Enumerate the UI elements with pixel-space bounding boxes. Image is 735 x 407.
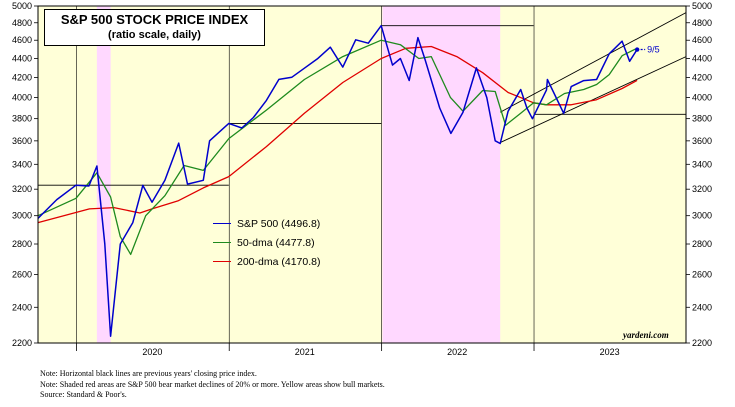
y-tick-label-right-4000: 4000: [692, 93, 712, 103]
y-tick-label-right-3200: 3200: [692, 184, 712, 194]
y-tick-label-left-4600: 4600: [12, 35, 32, 45]
legend-item-200dma: 200-dma (4170.8): [213, 252, 320, 271]
x-tick-label-2020: 2020: [142, 347, 162, 357]
y-tick-label-right-2800: 2800: [692, 239, 712, 249]
chart-title-line1: S&P 500 STOCK PRICE INDEX: [60, 12, 249, 27]
y-tick-label-left-3200: 3200: [12, 184, 32, 194]
y-tick-label-left-2400: 2400: [12, 302, 32, 312]
x-tick-label-2022: 2022: [447, 347, 467, 357]
chart-title-line2: (ratio scale, daily): [108, 29, 201, 41]
y-tick-label-right-3000: 3000: [692, 211, 712, 221]
y-tick-label-left-4200: 4200: [12, 73, 32, 83]
y-tick-label-right-4600: 4600: [692, 35, 712, 45]
chart-title: S&P 500 STOCK PRICE INDEX (ratio scale, …: [44, 9, 265, 46]
legend-swatch-200dma: [213, 261, 231, 262]
note-line-1: Note: Horizontal black lines are previou…: [40, 369, 257, 378]
legend-label-sp500: S&P 500 (4496.8): [237, 217, 321, 230]
y-tick-label-left-2800: 2800: [12, 239, 32, 249]
y-tick-label-left-4400: 4400: [12, 53, 32, 63]
chart-notes: Note: Horizontal black lines are previou…: [40, 369, 385, 401]
dma50-line: [37, 39, 638, 256]
chart-legend: S&P 500 (4496.8) 50-dma (4477.8) 200-dma…: [213, 214, 320, 271]
y-tick-label-right-4800: 4800: [692, 18, 712, 28]
y-tick-label-right-3800: 3800: [692, 114, 712, 124]
last-date-label: 9/5: [647, 45, 660, 55]
y-tick-label-left-4000: 4000: [12, 93, 32, 103]
bull-market-area: [38, 6, 686, 343]
note-line-2: Note: Shaded red areas are S&P 500 bear …: [40, 379, 385, 389]
y-tick-label-left-3000: 3000: [12, 211, 32, 221]
legend-label-50dma: 50-dma (4477.8): [237, 236, 315, 249]
y-tick-label-left-3400: 3400: [12, 159, 32, 169]
sp500-line: [37, 24, 638, 337]
legend-swatch-50dma: [213, 242, 231, 243]
brand-watermark: yardeni.com: [623, 330, 669, 340]
y-tick-label-right-4200: 4200: [692, 73, 712, 83]
legend-label-200dma: 200-dma (4170.8): [237, 255, 321, 268]
dma200-line: [37, 45, 638, 224]
y-tick-label-right-3400: 3400: [692, 159, 712, 169]
y-tick-label-right-2200: 2200: [692, 338, 712, 348]
y-tick-label-right-2400: 2400: [692, 302, 712, 312]
plot-frame: [37, 5, 687, 344]
trend-channel-line-2: [500, 56, 687, 143]
x-tick-label-2021: 2021: [295, 347, 315, 357]
legend-item-sp500: S&P 500 (4496.8): [213, 214, 320, 233]
y-tick-label-left-3600: 3600: [12, 136, 32, 146]
trend-channel-line-1: [499, 12, 687, 113]
bear-market-area-2: [382, 6, 501, 343]
legend-item-50dma: 50-dma (4477.8): [213, 233, 320, 252]
y-tick-label-left-2200: 2200: [12, 338, 32, 348]
y-tick-label-left-4800: 4800: [12, 18, 32, 28]
bear-market-area-1: [96, 6, 111, 343]
y-tick-label-right-3600: 3600: [692, 136, 712, 146]
note-line-3: Source: Standard & Poor's.: [40, 390, 127, 399]
y-tick-label-left-3800: 3800: [12, 114, 32, 124]
y-tick-label-left-5000: 5000: [12, 1, 32, 11]
y-tick-label-left-2600: 2600: [12, 269, 32, 279]
y-tick-label-right-5000: 5000: [692, 1, 712, 11]
legend-swatch-sp500: [213, 223, 231, 224]
y-tick-label-right-4400: 4400: [692, 53, 712, 63]
x-tick-label-2023: 2023: [600, 347, 620, 357]
y-tick-label-right-2600: 2600: [692, 269, 712, 279]
